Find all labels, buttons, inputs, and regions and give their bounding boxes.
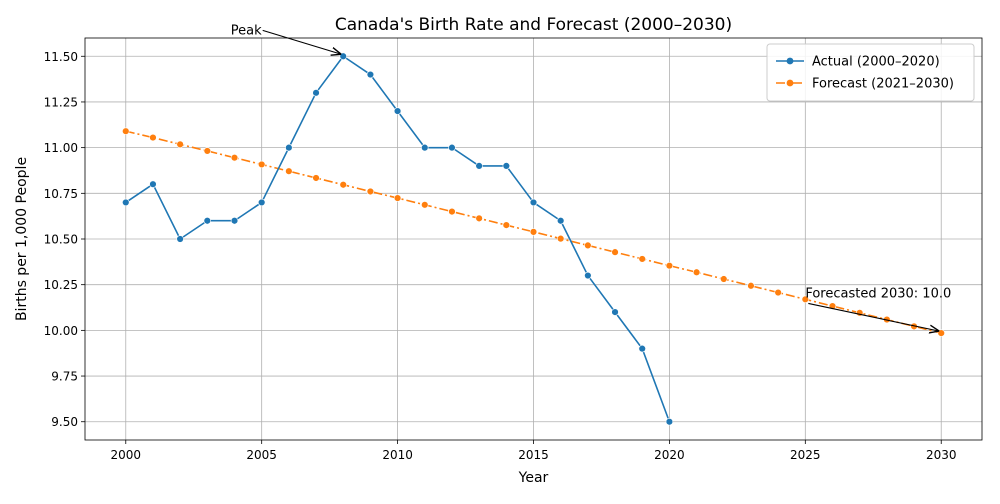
- x-tick-label: 2025: [790, 448, 821, 462]
- data-point-forecast: [285, 167, 293, 175]
- data-point-forecast: [475, 214, 483, 223]
- data-point-forecast: [149, 133, 157, 142]
- data-point-actual: [285, 143, 293, 152]
- data-point-actual: [556, 217, 565, 225]
- data-point-actual: [611, 308, 619, 316]
- series-forecast: [122, 127, 945, 337]
- data-point-actual: [529, 198, 538, 207]
- data-point-actual: [230, 217, 239, 225]
- x-tick-label: 2000: [110, 448, 141, 462]
- y-tick-label: 10.25: [44, 278, 78, 292]
- x-tick-label: 2030: [926, 448, 957, 462]
- y-tick-label: 11.50: [44, 50, 78, 64]
- data-point-actual: [502, 162, 511, 170]
- data-point-forecast: [638, 255, 646, 263]
- x-tick-label: 2005: [246, 448, 277, 462]
- legend-marker-forecast: [786, 79, 794, 87]
- data-point-actual: [312, 89, 320, 97]
- data-point-forecast: [448, 207, 456, 216]
- data-point-forecast: [556, 234, 565, 243]
- y-tick-label: 10.75: [44, 187, 78, 201]
- annotation-arrow: [262, 29, 342, 54]
- data-point-forecast: [611, 248, 619, 256]
- data-point-actual: [638, 344, 646, 353]
- y-tick-label: 9.50: [51, 415, 78, 429]
- data-point-actual: [149, 180, 157, 188]
- data-point-forecast: [230, 153, 239, 162]
- y-tick-label: 10.50: [44, 233, 78, 247]
- data-point-forecast: [584, 241, 592, 250]
- data-point-actual: [448, 143, 456, 152]
- data-point-forecast: [774, 288, 782, 297]
- data-point-actual: [176, 235, 184, 243]
- y-tick-label: 11.25: [44, 95, 78, 109]
- data-point-actual: [393, 107, 402, 115]
- series-actual: [122, 52, 674, 426]
- data-point-forecast: [502, 221, 511, 229]
- data-point-forecast: [529, 228, 538, 236]
- legend: Actual (2000–2020) Forecast (2021–2030): [766, 43, 975, 102]
- data-point-actual: [122, 198, 130, 207]
- annotation-arrow: [808, 302, 939, 331]
- data-point-forecast: [665, 261, 674, 270]
- legend-label-forecast: Forecast (2021–2030): [812, 77, 954, 92]
- ticks: 2000 2005 2010 2015 2020 2025 2030 9.50 9.75 10.0…: [44, 50, 957, 462]
- data-point-actual: [421, 143, 429, 152]
- y-tick-label: 10.00: [44, 324, 78, 338]
- data-point-forecast: [203, 147, 212, 155]
- data-point-actual: [203, 217, 212, 225]
- data-point-forecast: [176, 140, 184, 149]
- data-point-forecast: [122, 127, 130, 135]
- data-point-forecast: [747, 282, 755, 290]
- data-point-forecast: [692, 268, 701, 276]
- grid: [85, 38, 982, 440]
- annotations: Peak Forecasted 2030: 10.0: [231, 23, 951, 331]
- data-point-actual: [366, 70, 375, 79]
- legend-label-actual: Actual (2000–2020): [812, 55, 940, 70]
- legend-box: [766, 43, 975, 102]
- x-axis-label: Year: [518, 470, 549, 486]
- data-point-forecast: [366, 187, 375, 196]
- data-point-actual: [257, 198, 266, 207]
- data-point-actual: [665, 418, 674, 426]
- data-point-forecast: [801, 295, 810, 303]
- y-axis-label: Births per 1,000 People: [14, 157, 30, 321]
- annotation-label: Forecasted 2030: 10.0: [805, 286, 951, 301]
- data-point-forecast: [312, 174, 320, 182]
- data-point-forecast: [257, 160, 266, 169]
- annotation-label: Peak: [231, 23, 262, 38]
- x-tick-label: 2015: [518, 448, 549, 462]
- chart-title: Canada's Birth Rate and Forecast (2000–2…: [335, 15, 732, 35]
- series-layer: [122, 52, 945, 426]
- data-point-forecast: [720, 275, 728, 283]
- x-tick-label: 2020: [654, 448, 685, 462]
- y-tick-label: 11.00: [44, 141, 78, 155]
- data-point-forecast: [339, 181, 347, 189]
- data-point-forecast: [421, 201, 429, 209]
- legend-marker-actual: [786, 57, 794, 65]
- y-tick-label: 9.75: [51, 370, 78, 384]
- data-point-forecast: [393, 194, 402, 202]
- x-tick-label: 2010: [382, 448, 413, 462]
- data-point-actual: [475, 162, 483, 170]
- data-point-actual: [584, 271, 592, 280]
